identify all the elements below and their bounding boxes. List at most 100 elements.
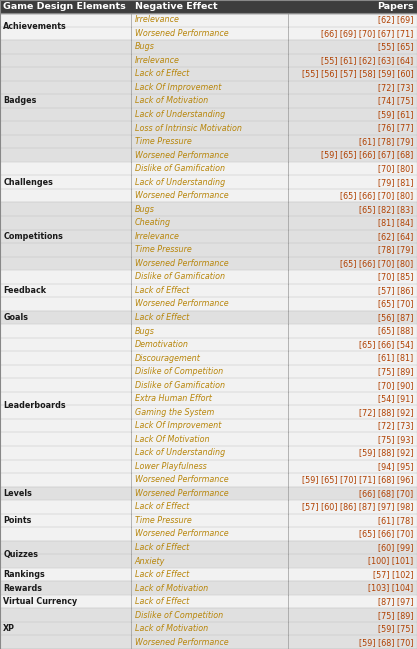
Text: Competitions: Competitions <box>3 232 63 241</box>
Bar <box>0 311 417 324</box>
Text: [72] [73]: [72] [73] <box>378 83 414 92</box>
Text: Lack of Effect: Lack of Effect <box>135 597 189 606</box>
Bar <box>0 513 417 527</box>
Bar <box>0 608 417 622</box>
Bar <box>0 54 417 67</box>
Text: Dislike of Competition: Dislike of Competition <box>135 367 223 376</box>
Text: [72] [73]: [72] [73] <box>378 421 414 430</box>
Text: Worsened Performance: Worsened Performance <box>135 530 229 539</box>
Text: Lack of Effect: Lack of Effect <box>135 69 189 79</box>
Text: Virtual Currency: Virtual Currency <box>3 597 78 606</box>
Text: [55] [61] [62] [63] [64]: [55] [61] [62] [63] [64] <box>322 56 414 65</box>
Bar <box>0 0 417 13</box>
Text: Worsened Performance: Worsened Performance <box>135 299 229 308</box>
Text: [94] [95]: [94] [95] <box>378 462 414 471</box>
Text: Goals: Goals <box>3 313 28 322</box>
Bar <box>0 432 417 446</box>
Text: Loss of Intrinsic Motivation: Loss of Intrinsic Motivation <box>135 123 242 132</box>
Text: Worsened Performance: Worsened Performance <box>135 259 229 268</box>
Text: [74] [75]: [74] [75] <box>378 97 414 105</box>
Text: [55] [65]: [55] [65] <box>378 42 414 51</box>
Text: Dislike of Gamification: Dislike of Gamification <box>135 380 225 389</box>
Bar <box>0 149 417 162</box>
Text: [70] [85]: [70] [85] <box>378 273 414 282</box>
Bar <box>0 554 417 568</box>
Text: [59] [61]: [59] [61] <box>378 110 414 119</box>
Text: [87] [97]: [87] [97] <box>378 597 414 606</box>
Bar <box>0 473 417 487</box>
Text: Lack of Effect: Lack of Effect <box>135 570 189 579</box>
Text: Levels: Levels <box>3 489 32 498</box>
Text: [61] [81]: [61] [81] <box>378 354 414 363</box>
Text: [65] [66] [70]: [65] [66] [70] <box>359 530 414 539</box>
Text: Lack of Understanding: Lack of Understanding <box>135 178 225 187</box>
Text: Lack of Effect: Lack of Effect <box>135 313 189 322</box>
Text: Bugs: Bugs <box>135 204 155 214</box>
Text: Worsened Performance: Worsened Performance <box>135 151 229 160</box>
Bar <box>0 80 417 94</box>
Text: [65] [70]: [65] [70] <box>378 299 414 308</box>
Bar <box>0 406 417 419</box>
Text: [70] [80]: [70] [80] <box>378 164 414 173</box>
Text: Achievements: Achievements <box>3 22 67 31</box>
Bar <box>0 270 417 284</box>
Text: Lack of Motivation: Lack of Motivation <box>135 583 208 593</box>
Bar <box>0 337 417 351</box>
Text: Worsened Performance: Worsened Performance <box>135 191 229 200</box>
Text: Lack of Understanding: Lack of Understanding <box>135 448 225 458</box>
Bar <box>0 541 417 554</box>
Bar <box>0 568 417 582</box>
Text: Discouragement: Discouragement <box>135 354 201 363</box>
Text: [65] [66] [70] [80]: [65] [66] [70] [80] <box>340 259 414 268</box>
Bar <box>0 297 417 311</box>
Text: Lack of Effect: Lack of Effect <box>135 543 189 552</box>
Bar <box>0 243 417 256</box>
Text: Worsened Performance: Worsened Performance <box>135 29 229 38</box>
Bar <box>0 419 417 432</box>
Bar <box>0 108 417 121</box>
Bar <box>0 635 417 649</box>
Text: Anxiety: Anxiety <box>135 557 165 565</box>
Text: [59] [75]: [59] [75] <box>378 624 414 633</box>
Text: Dislike of Competition: Dislike of Competition <box>135 611 223 620</box>
Bar <box>0 378 417 392</box>
Text: [59] [65] [66] [67] [68]: [59] [65] [66] [67] [68] <box>321 151 414 160</box>
Bar <box>0 392 417 406</box>
Text: XP: XP <box>3 624 15 633</box>
Bar <box>0 135 417 149</box>
Text: Negative Effect: Negative Effect <box>135 2 217 11</box>
Text: Lack Of Motivation: Lack Of Motivation <box>135 435 209 444</box>
Bar <box>0 67 417 80</box>
Text: Challenges: Challenges <box>3 178 53 187</box>
Text: [57] [102]: [57] [102] <box>373 570 414 579</box>
Text: [75] [89]: [75] [89] <box>378 611 414 620</box>
Text: Worsened Performance: Worsened Performance <box>135 489 229 498</box>
Text: Lack Of Improvement: Lack Of Improvement <box>135 421 221 430</box>
Bar <box>0 595 417 608</box>
Text: Dislike of Gamification: Dislike of Gamification <box>135 164 225 173</box>
Text: Lack of Effect: Lack of Effect <box>135 286 189 295</box>
Text: Bugs: Bugs <box>135 42 155 51</box>
Text: [57] [60] [86] [87] [97] [98]: [57] [60] [86] [87] [97] [98] <box>302 502 414 511</box>
Text: [59] [68] [70]: [59] [68] [70] <box>359 638 414 647</box>
Text: Time Pressure: Time Pressure <box>135 516 191 525</box>
Bar <box>0 40 417 54</box>
Text: [59] [65] [70] [71] [68] [96]: [59] [65] [70] [71] [68] [96] <box>302 475 414 484</box>
Bar <box>0 582 417 595</box>
Bar <box>0 121 417 135</box>
Text: [62] [69]: [62] [69] <box>378 16 414 24</box>
Bar <box>0 284 417 297</box>
Bar <box>0 175 417 189</box>
Text: Game Design Elements: Game Design Elements <box>3 2 126 11</box>
Text: [65] [88]: [65] [88] <box>378 326 414 336</box>
Text: Lack of Understanding: Lack of Understanding <box>135 110 225 119</box>
Text: [59] [88] [92]: [59] [88] [92] <box>359 448 414 458</box>
Text: Badges: Badges <box>3 97 37 105</box>
Text: [54] [91]: [54] [91] <box>378 394 414 403</box>
Bar <box>0 27 417 40</box>
Text: Papers: Papers <box>377 2 414 11</box>
Text: Points: Points <box>3 516 32 525</box>
Bar <box>0 189 417 202</box>
Text: Extra Human Effort: Extra Human Effort <box>135 394 211 403</box>
Text: [78] [79]: [78] [79] <box>378 245 414 254</box>
